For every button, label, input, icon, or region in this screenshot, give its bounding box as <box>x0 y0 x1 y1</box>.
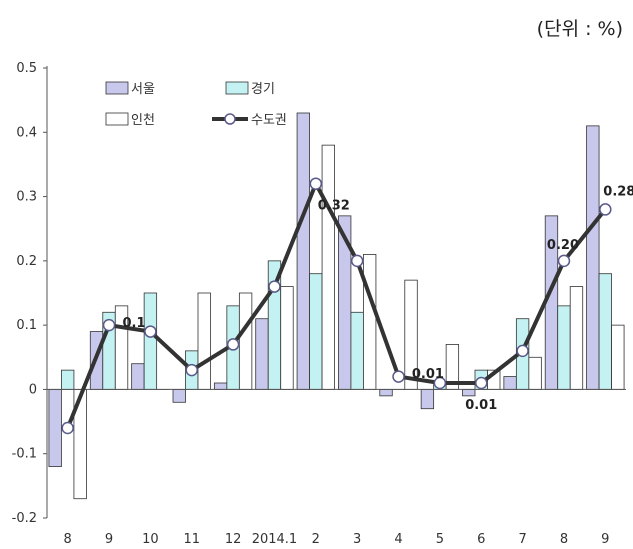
bar-인천-7 <box>363 254 377 390</box>
point-수도권-4 <box>226 338 240 351</box>
bar-서울-2 <box>131 363 145 390</box>
bar-인천-3 <box>197 292 211 390</box>
data-label-4: 0.20 <box>547 238 579 253</box>
legend-swatch-경기 <box>225 81 249 95</box>
x-tick-label-9: 5 <box>436 532 444 547</box>
bar-서울-3 <box>172 389 186 403</box>
y-tick-label-4: 0.2 <box>16 254 37 269</box>
y-tick-label-2: 0 <box>29 382 37 397</box>
data-label-0: 0.1 <box>123 316 146 331</box>
bars-layer <box>48 112 625 500</box>
line-수도권 <box>65 181 607 429</box>
bar-서울-4 <box>213 382 228 390</box>
x-tick-label-1: 9 <box>105 532 113 547</box>
point-수도권-13 <box>599 203 612 216</box>
legend-label-서울: 서울 <box>131 82 155 97</box>
x-tick-label-3: 11 <box>183 532 200 547</box>
bar-경기-2 <box>143 292 158 390</box>
bar-인천-12 <box>569 286 584 390</box>
legend-label-인천: 인천 <box>131 113 155 128</box>
data-label-2: 0.01 <box>412 367 444 382</box>
legend-swatch-서울 <box>105 81 129 95</box>
bar-서울-8 <box>379 389 393 397</box>
bar-경기-7 <box>350 311 364 390</box>
point-수도권-6 <box>309 177 323 190</box>
labels-layer: 0.1 0.32 0.01 0.01 0.20 0.28 <box>123 184 633 413</box>
y-tick-label-5: 0.3 <box>16 190 37 205</box>
point-수도권-10 <box>475 376 488 390</box>
bar-경기-13 <box>598 273 612 390</box>
bar-서울-11 <box>503 376 517 390</box>
x-tick-label-12: 8 <box>560 532 568 547</box>
y-tick-label-7: 0.5 <box>16 61 37 76</box>
x-tick-label-11: 7 <box>518 532 526 547</box>
bar-인천-6 <box>321 144 335 390</box>
y-tick-label-6: 0.4 <box>16 125 37 140</box>
unit-label: (단위 : %) <box>536 18 623 40</box>
data-label-1: 0.32 <box>318 199 350 214</box>
bar-서울-6 <box>296 112 310 390</box>
x-tick-label-10: 6 <box>477 532 485 547</box>
point-수도권-2 <box>144 325 157 338</box>
legend-swatch-인천 <box>105 112 129 126</box>
bar-경기-0 <box>61 369 75 390</box>
bar-인천-4 <box>238 292 253 390</box>
y-tick-label-3: 0.1 <box>16 318 37 333</box>
y-tick-label-1: -0.1 <box>12 447 37 462</box>
bar-인천-11 <box>528 356 542 390</box>
point-수도권-11 <box>516 344 529 358</box>
x-tick-label-8: 4 <box>394 532 402 547</box>
x-tick-label-5: 2014.1 <box>252 532 298 547</box>
legend-marker-수도권 <box>224 113 236 125</box>
x-tick-label-7: 3 <box>353 532 361 547</box>
bar-인천-13 <box>611 324 625 390</box>
point-수도권-7 <box>350 254 364 268</box>
x-tick-label-13: 9 <box>601 532 609 547</box>
bar-서울-0 <box>48 389 62 467</box>
point-수도권-0 <box>61 421 74 435</box>
data-label-3: 0.01 <box>465 398 497 413</box>
x-tick-label-2: 10 <box>142 532 159 547</box>
y-tick-label-0: -0.2 <box>12 511 37 526</box>
point-수도권-8 <box>392 370 405 383</box>
bar-서울-10 <box>462 389 476 397</box>
point-수도권-1 <box>102 318 116 332</box>
data-label-5: 0.28 <box>603 184 633 199</box>
point-수도권-9 <box>433 376 447 390</box>
point-수도권-5 <box>268 280 281 293</box>
point-수도권-3 <box>185 363 198 377</box>
legend-label-경기: 경기 <box>251 82 275 97</box>
x-tick-label-0: 8 <box>64 532 72 547</box>
bar-서울-5 <box>255 318 269 390</box>
legend-label-수도권: 수도권 <box>251 113 287 128</box>
bar-경기-6 <box>309 273 323 390</box>
axes-layer: -0.2 -0.1 0 0.1 0.2 0.3 0.4 0.5 8 9 10 11 12 2014.1 2 3… <box>12 61 626 547</box>
x-tick-label-6: 2 <box>312 532 320 547</box>
line-layer <box>61 177 612 435</box>
bar-서울-13 <box>586 125 600 390</box>
bar-서울-9 <box>420 389 435 410</box>
bar-인천-5 <box>280 286 294 390</box>
bar-경기-12 <box>557 305 571 390</box>
point-수도권-12 <box>557 254 571 268</box>
x-tick-label-4: 12 <box>225 532 242 547</box>
